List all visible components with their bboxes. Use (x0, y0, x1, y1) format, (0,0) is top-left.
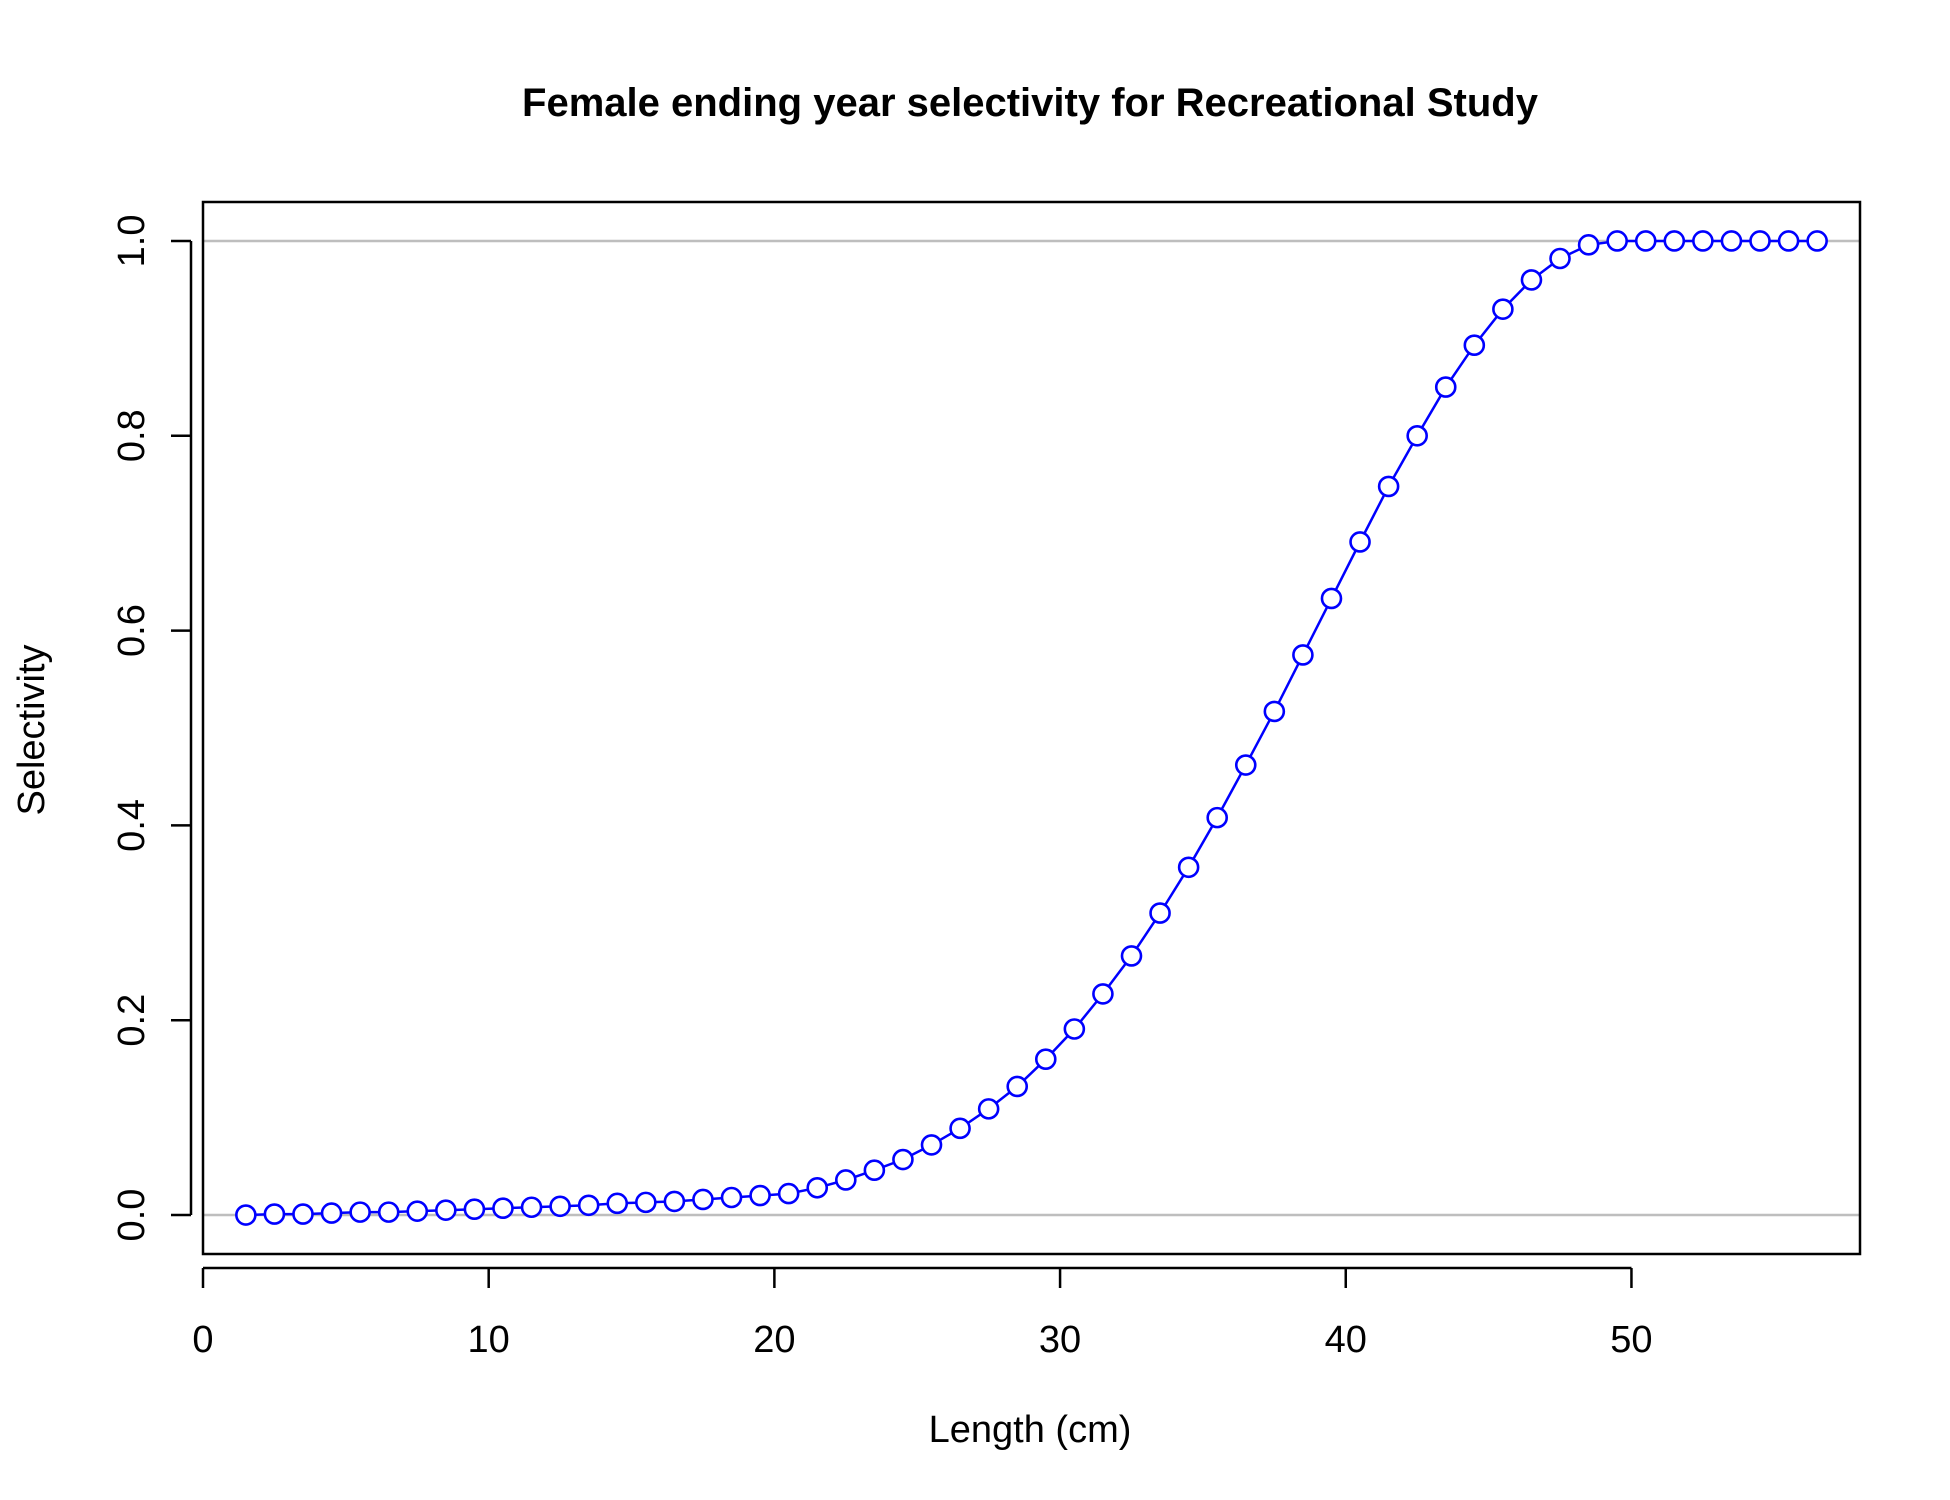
data-point (1263, 700, 1286, 723)
data-point (1063, 1018, 1086, 1040)
data-point (292, 1203, 314, 1225)
data-point (920, 1134, 943, 1156)
data-point (1349, 531, 1371, 553)
y-axis-label: Selectivity (11, 644, 53, 815)
y-axis: 0.0 0.2 0.4 0.6 0.8 1.0 (111, 215, 193, 1242)
data-point (406, 1200, 429, 1222)
data-point (377, 1201, 400, 1223)
data-point (1177, 856, 1200, 879)
y-tick-label: 0.8 (111, 409, 153, 462)
data-point (1749, 230, 1771, 252)
chart-title: Female ending year selectivity for Recre… (522, 81, 1539, 125)
data-point (1520, 269, 1543, 291)
plot-frame (201, 200, 1862, 1256)
data-point (1092, 983, 1114, 1005)
x-tick-label: 40 (1325, 1319, 1367, 1361)
data-point (1406, 424, 1428, 447)
data-point (806, 1176, 829, 1199)
data-point (749, 1184, 771, 1207)
data-point (520, 1196, 543, 1219)
data-point (949, 1117, 971, 1140)
data-point (892, 1148, 914, 1171)
data-point (1720, 230, 1743, 252)
data-point (1606, 230, 1628, 252)
x-tick-label: 30 (1039, 1319, 1081, 1361)
data-point (720, 1186, 743, 1209)
y-tick-label: 1.0 (111, 215, 153, 268)
data-point (1320, 587, 1343, 610)
data-point (1549, 247, 1571, 270)
data-point (1292, 644, 1314, 666)
data-point (1234, 754, 1257, 776)
x-tick-label: 50 (1610, 1319, 1652, 1361)
x-axis-label: Length (cm) (929, 1409, 1132, 1451)
data-point (1034, 1048, 1057, 1070)
data-point (1006, 1075, 1029, 1098)
data-point (1692, 230, 1714, 252)
data-point (777, 1182, 800, 1205)
data-point (463, 1198, 486, 1220)
data-point (235, 1204, 257, 1226)
data-point (1463, 334, 1486, 356)
y-tick-label: 0.0 (111, 1189, 153, 1242)
data-point (635, 1191, 657, 1214)
y-tick-label: 0.6 (111, 604, 153, 657)
data-point (1634, 230, 1657, 252)
data-point (349, 1201, 371, 1223)
reference-lines (203, 239, 1860, 1217)
data-point (1120, 945, 1143, 967)
data-point (977, 1098, 1000, 1120)
data-point (1806, 230, 1828, 252)
y-tick-label: 0.4 (111, 799, 153, 852)
data-point (1206, 806, 1228, 829)
data-point (1663, 230, 1686, 252)
data-point (663, 1190, 686, 1213)
data-point (549, 1195, 571, 1218)
data-point (1434, 376, 1457, 398)
data-point (577, 1194, 600, 1217)
data-point (1377, 475, 1400, 498)
y-tick-label: 0.2 (111, 994, 153, 1047)
data-point (863, 1159, 886, 1182)
series-layer (235, 230, 1828, 1226)
data-point (692, 1188, 714, 1211)
data-point (1577, 234, 1600, 256)
data-point (1149, 902, 1171, 924)
x-tick-label: 0 (192, 1319, 213, 1361)
data-point (1777, 230, 1800, 252)
data-point (492, 1197, 514, 1220)
x-tick-label: 10 (468, 1319, 510, 1361)
series-line (245, 239, 1818, 1217)
data-point (835, 1169, 857, 1191)
data-point (263, 1203, 286, 1225)
data-point (606, 1192, 629, 1215)
data-point (435, 1199, 457, 1221)
data-point (1492, 298, 1514, 320)
x-tick-label: 20 (753, 1319, 795, 1361)
x-axis: 0 10 20 30 40 50 (192, 1266, 1653, 1361)
data-point (320, 1202, 343, 1224)
